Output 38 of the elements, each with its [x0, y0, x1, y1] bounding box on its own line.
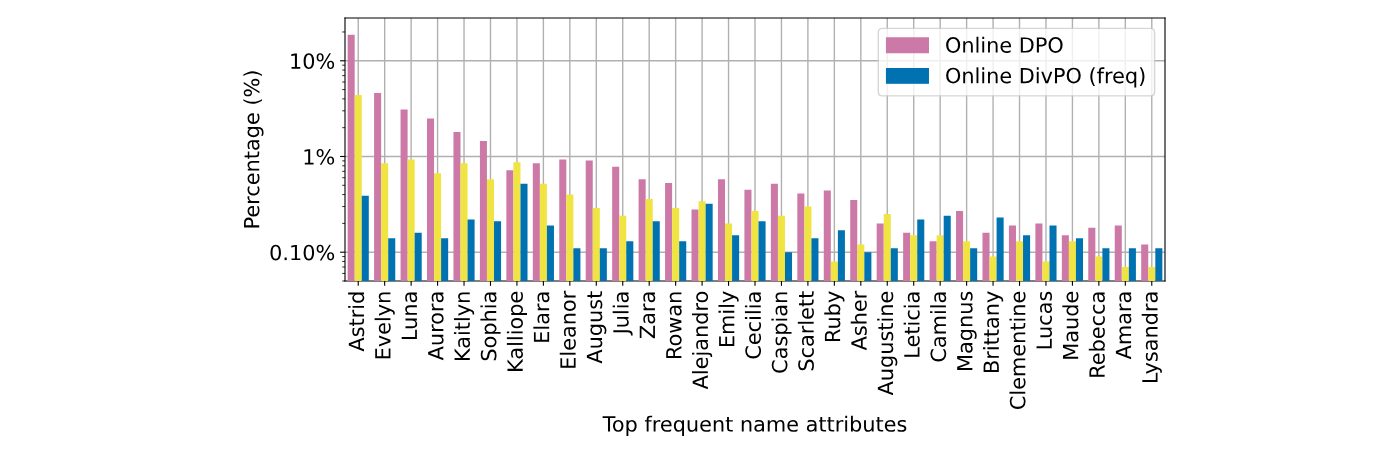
x-tick-label: Aurora — [428, 292, 444, 361]
x-tick-label: Sophia — [480, 292, 501, 361]
x-tick-label: Luna — [401, 292, 418, 340]
x-tick-label: Rowan — [666, 292, 682, 358]
x-tick-label: Rebecca — [1088, 292, 1105, 377]
x-tick-label: Lucas — [1036, 291, 1053, 349]
x-tick-label: Brittany — [982, 291, 1004, 372]
x-tick-label: Kaitlyn — [453, 292, 475, 361]
x-tick-label: Evelyn — [374, 292, 395, 359]
x-tick-label: Elara — [533, 292, 550, 342]
x-tick-label: August — [586, 291, 607, 364]
x-tick-label: Leticia — [903, 292, 920, 357]
legend-label: Online DivPO (freq) — [946, 67, 1145, 88]
x-tick-label: Maude — [1062, 291, 1079, 359]
x-tick-label: Camila — [930, 292, 947, 362]
x-tick-label: Alejandro — [692, 291, 713, 390]
legend-label: Online DPO — [946, 36, 1063, 53]
x-tick-label: Augustine — [877, 291, 898, 396]
x-tick-label: Caspian — [771, 292, 792, 373]
x-tick-label: Cecilia — [744, 292, 762, 359]
x-tick-label: Kalliope — [506, 291, 528, 371]
x-tick-label: Emily — [718, 291, 739, 347]
x-tick-label: Scarlett — [797, 291, 814, 371]
x-tick-label: Clementine — [1009, 291, 1026, 409]
y-tick-label: 1% — [304, 148, 335, 165]
x-tick-label: Julia — [612, 292, 633, 336]
x-tick-label: Lysandra — [1141, 292, 1162, 383]
x-tick-label: Astrid — [348, 292, 365, 352]
y-tick-label: 10% — [291, 53, 335, 69]
x-tick-label: Eleanor — [559, 290, 576, 368]
y-tick-label: 0.10% — [270, 244, 335, 261]
x-tick-label: Ruby — [824, 291, 845, 341]
x-tick-label: Amara — [1115, 292, 1132, 360]
y-axis-title: Percentage (%) — [243, 71, 264, 228]
x-tick-label: Magnus — [957, 291, 977, 370]
x-tick-label: Zara — [639, 292, 656, 339]
x-tick-label: Asher — [850, 290, 867, 351]
x-axis-title: Top frequent name attributes — [602, 415, 907, 436]
